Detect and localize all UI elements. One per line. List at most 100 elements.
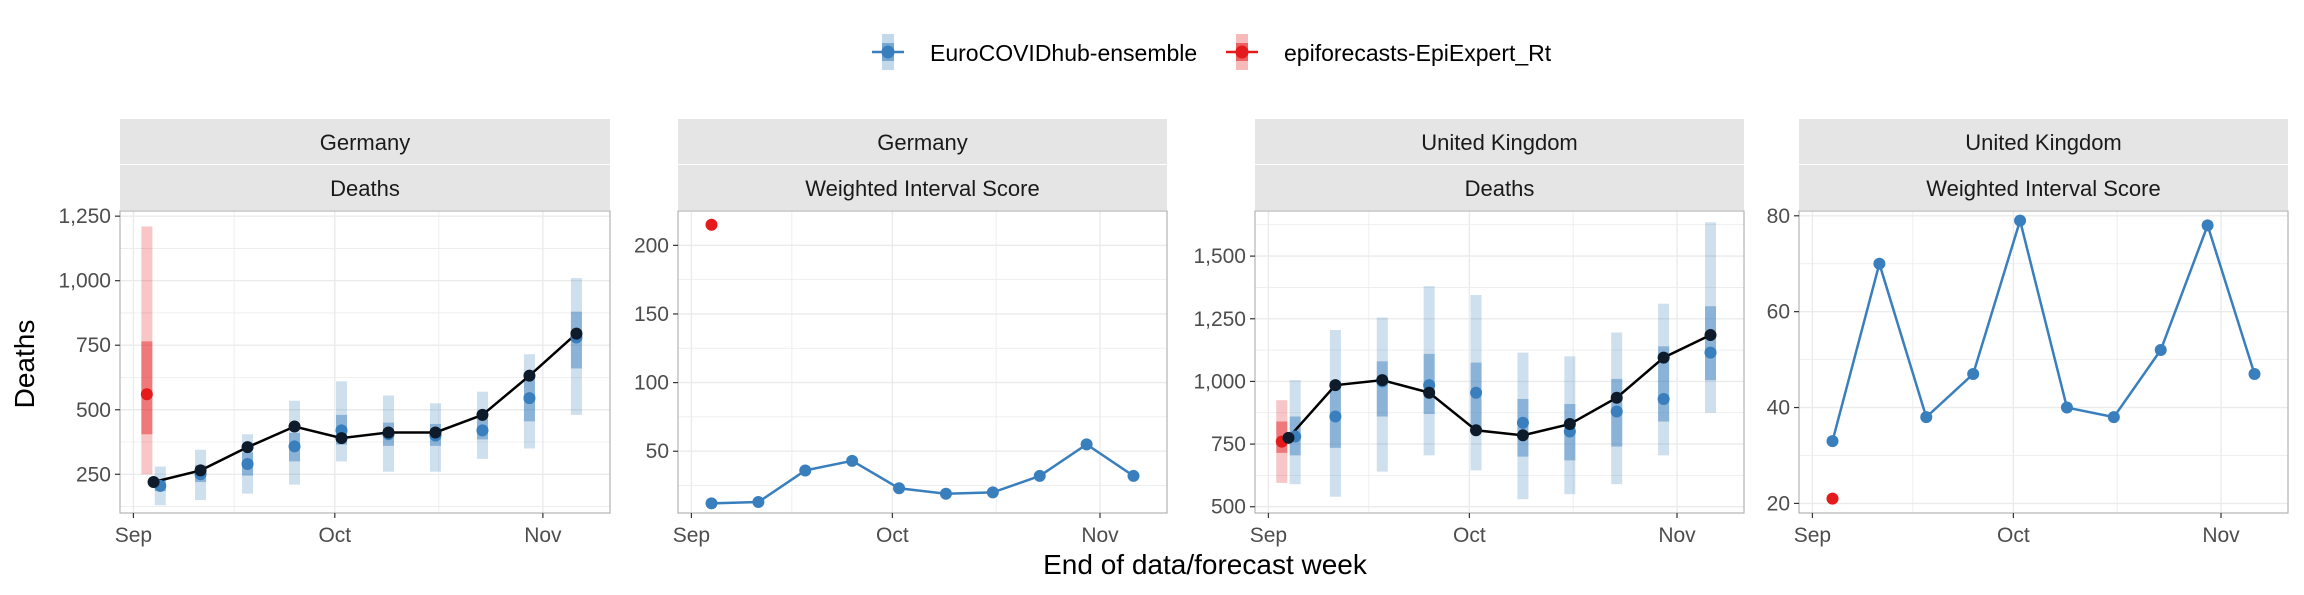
observed-point bbox=[523, 369, 536, 382]
y-tick-label: 80 bbox=[1767, 205, 1790, 228]
facet-strip bbox=[120, 165, 610, 210]
series-point bbox=[1080, 438, 1093, 451]
series-point bbox=[893, 482, 906, 495]
x-tick-label: Oct bbox=[1997, 524, 2030, 547]
observed-point bbox=[1470, 424, 1483, 437]
series-point bbox=[1826, 492, 1839, 505]
panel: Germany Deaths 250 500 750 1,000 1,250 Sep Oct No… bbox=[58, 119, 611, 547]
x-tick-label: Nov bbox=[2202, 524, 2240, 547]
observed-point bbox=[1657, 351, 1670, 364]
facet-strip-label: Germany bbox=[877, 130, 967, 155]
x-tick-label: Nov bbox=[524, 524, 562, 547]
observed-point bbox=[194, 464, 207, 477]
forecast-interval-outer bbox=[1470, 294, 1482, 471]
x-tick-label: Nov bbox=[1081, 524, 1119, 547]
y-tick-label: 50 bbox=[646, 440, 669, 463]
observed-point bbox=[335, 432, 348, 445]
series-point bbox=[2201, 219, 2214, 232]
forecast-interval-inner bbox=[141, 341, 153, 435]
y-tick-label: 250 bbox=[76, 463, 111, 486]
series-point bbox=[1033, 469, 1046, 482]
y-tick-label: 750 bbox=[76, 334, 111, 357]
x-tick-label: Sep bbox=[1250, 524, 1287, 547]
forecast-median-point bbox=[288, 440, 301, 453]
series-point bbox=[1873, 257, 1886, 270]
series-point bbox=[846, 454, 859, 467]
facet-strip-label: Weighted Interval Score bbox=[1926, 176, 2160, 201]
x-tick-label: Sep bbox=[115, 524, 152, 547]
y-tick-label: 1,250 bbox=[58, 205, 111, 228]
panel: United Kingdom Deaths 500 750 1,000 1,250 1,50… bbox=[1193, 119, 1745, 547]
observed-point bbox=[241, 441, 254, 454]
legend-point bbox=[881, 45, 895, 59]
series-point bbox=[705, 218, 718, 231]
series-line bbox=[711, 442, 1135, 505]
y-tick-label: 60 bbox=[1767, 301, 1790, 324]
forecast-interval-inner bbox=[1376, 361, 1388, 417]
panel: United Kingdom Weighted Interval Score 20 4… bbox=[1767, 119, 2289, 547]
x-tick-label: Oct bbox=[876, 524, 909, 547]
y-tick-label: 100 bbox=[634, 372, 669, 395]
observed-point bbox=[1376, 374, 1389, 387]
y-tick-label: 20 bbox=[1767, 492, 1790, 515]
x-axis-title: End of data/forecast week bbox=[1043, 549, 1368, 580]
y-tick-label: 1,000 bbox=[1193, 370, 1246, 393]
forecast-median-point bbox=[1470, 386, 1483, 399]
forecast-median-point bbox=[1657, 392, 1670, 405]
forecast-median-point bbox=[523, 392, 536, 405]
legend-label: epiforecasts-EpiExpert_Rt bbox=[1284, 40, 1552, 66]
forecast-interval-outer bbox=[1705, 222, 1717, 413]
forecast-interval-outer bbox=[1376, 317, 1388, 472]
facet-strip-label: Germany bbox=[320, 130, 410, 155]
y-tick-label: 150 bbox=[634, 303, 669, 326]
observed-point bbox=[1329, 379, 1342, 392]
y-tick-label: 750 bbox=[1211, 433, 1246, 456]
panel: Germany Weighted Interval Score 50 100 150 20… bbox=[634, 119, 1168, 547]
observed-line bbox=[153, 332, 578, 484]
forecast-median-point bbox=[476, 424, 489, 437]
series-point bbox=[1826, 435, 1839, 448]
panel-border bbox=[1798, 210, 2289, 514]
facet-strip-label: Weighted Interval Score bbox=[805, 176, 1039, 201]
legend: EuroCOVIDhub-ensemble epiforecasts-EpiExp… bbox=[872, 34, 1552, 70]
observed-point bbox=[1516, 429, 1529, 442]
observed-point bbox=[429, 426, 442, 439]
panel-border bbox=[119, 210, 611, 514]
series-point bbox=[986, 486, 999, 499]
series-point bbox=[2248, 367, 2261, 380]
panels: Germany Deaths 250 500 750 1,000 1,250 Sep Oct No… bbox=[58, 119, 2289, 547]
y-tick-label: 1,500 bbox=[1193, 245, 1246, 268]
legend-item: EuroCOVIDhub-ensemble bbox=[872, 34, 1197, 70]
observed-point bbox=[570, 327, 583, 340]
observed-point bbox=[288, 420, 301, 433]
series-point bbox=[752, 496, 765, 509]
y-tick-label: 200 bbox=[634, 234, 669, 257]
observed-point bbox=[476, 408, 489, 421]
observed-point bbox=[1423, 386, 1436, 399]
y-axis-title: Deaths bbox=[9, 320, 40, 409]
facet-strip bbox=[1255, 165, 1744, 210]
x-tick-label: Oct bbox=[318, 524, 351, 547]
observed-point bbox=[147, 476, 160, 489]
forecast-interval-outer bbox=[1658, 303, 1670, 456]
facet-strip bbox=[1799, 119, 2288, 164]
legend-label: EuroCOVIDhub-ensemble bbox=[930, 40, 1197, 66]
series-point bbox=[705, 497, 718, 510]
forecast-interval-outer bbox=[1423, 286, 1435, 456]
forecast-interval-outer bbox=[336, 381, 348, 462]
x-tick-label: Sep bbox=[1794, 524, 1831, 547]
forecast-median-point bbox=[140, 388, 153, 401]
facet-strip bbox=[678, 165, 1167, 210]
series-point bbox=[2014, 214, 2027, 227]
forecast-interval-outer bbox=[141, 226, 153, 475]
facet-strip bbox=[1799, 165, 2288, 210]
observed-point bbox=[1610, 391, 1623, 404]
facet-strip-label: United Kingdom bbox=[1965, 130, 2122, 155]
observed-point bbox=[1704, 329, 1717, 342]
observed-line bbox=[1287, 333, 1712, 439]
forecast-interval-inner bbox=[1705, 306, 1717, 381]
x-tick-label: Nov bbox=[1658, 524, 1696, 547]
forecast-interval-inner bbox=[1658, 346, 1670, 422]
observed-point bbox=[1563, 418, 1576, 431]
